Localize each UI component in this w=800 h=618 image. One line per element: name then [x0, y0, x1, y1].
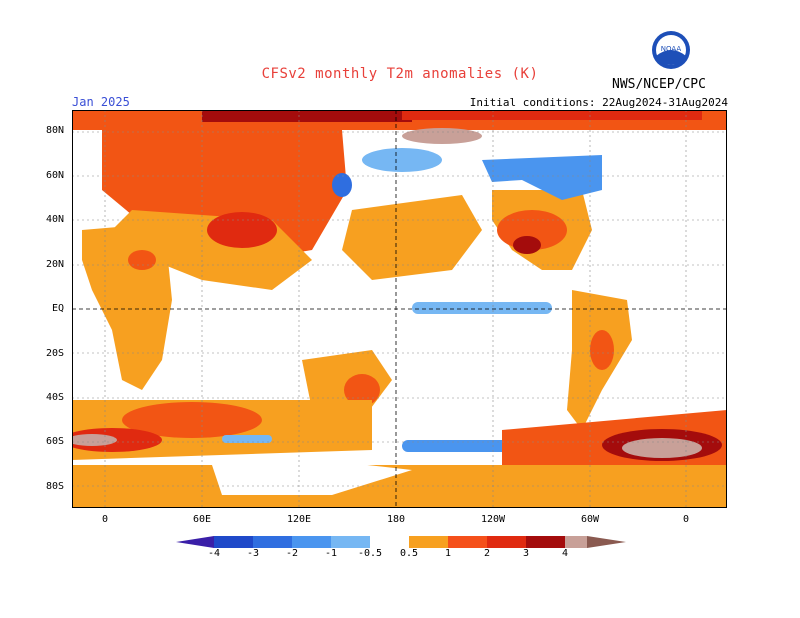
- lon-label: 0: [682, 514, 690, 525]
- cbar-label: 0.5: [399, 548, 419, 559]
- cbar-label: -1: [324, 548, 338, 559]
- southern-pacific-cool: [402, 440, 512, 452]
- lat-label: EQ: [51, 303, 64, 314]
- cbar-label: -4: [207, 548, 221, 559]
- cbar-seg: [214, 536, 253, 548]
- cbar-label: -3: [246, 548, 260, 559]
- color-bar: [176, 536, 626, 548]
- cbar-label: 2: [483, 548, 491, 559]
- cbar-seg: [370, 536, 409, 548]
- map-title: CFSv2 monthly T2m anomalies (K): [261, 66, 539, 82]
- eurasia-warm: [102, 130, 347, 260]
- lon-label: 120W: [480, 514, 506, 525]
- initial-conditions: Initial conditions: 22Aug2024-31Aug2024: [469, 96, 728, 109]
- lat-label: 80N: [45, 125, 64, 136]
- cbar-seg: [253, 536, 292, 548]
- cbar-seg: [409, 536, 448, 548]
- cbar-label: 4: [561, 548, 569, 559]
- lon-label: 60W: [580, 514, 600, 525]
- anomaly-map: [72, 110, 727, 508]
- ne-asia-cool: [332, 173, 352, 197]
- lat-label: 20N: [45, 259, 64, 270]
- cbar-arrow-high: [587, 536, 626, 548]
- lat-label: 60N: [45, 170, 64, 181]
- lat-label: 40S: [45, 392, 64, 403]
- cbar-label: 3: [522, 548, 530, 559]
- lon-label: 180: [386, 514, 406, 525]
- north-america-cool: [482, 155, 602, 200]
- lat-label: 20S: [45, 348, 64, 359]
- cbar-seg: [487, 536, 526, 548]
- cbar-seg: [526, 536, 565, 548]
- cbar-seg: [448, 536, 487, 548]
- lon-label: 0: [101, 514, 109, 525]
- cbar-label: 1: [444, 548, 452, 559]
- forecast-month: Jan 2025: [72, 95, 130, 109]
- lon-label: 120E: [286, 514, 312, 525]
- agency-label: NWS/NCEP/CPC: [612, 77, 706, 92]
- noaa-logo-text: NOAA: [661, 45, 682, 53]
- north-pacific-warm: [342, 195, 482, 280]
- noaa-logo: NOAA: [652, 31, 690, 69]
- cbar-label: -2: [285, 548, 299, 559]
- lat-label: 60S: [45, 436, 64, 447]
- equatorial-pacific-cool: [412, 302, 552, 314]
- lat-label: 40N: [45, 214, 64, 225]
- cbar-seg: [565, 536, 587, 548]
- cbar-seg: [331, 536, 370, 548]
- lon-label: 60E: [192, 514, 212, 525]
- cbar-label: -0.5: [357, 548, 383, 559]
- cbar-arrow-low: [176, 536, 214, 548]
- graticule: [72, 110, 727, 508]
- lat-label: 80S: [45, 481, 64, 492]
- cbar-seg: [292, 536, 331, 548]
